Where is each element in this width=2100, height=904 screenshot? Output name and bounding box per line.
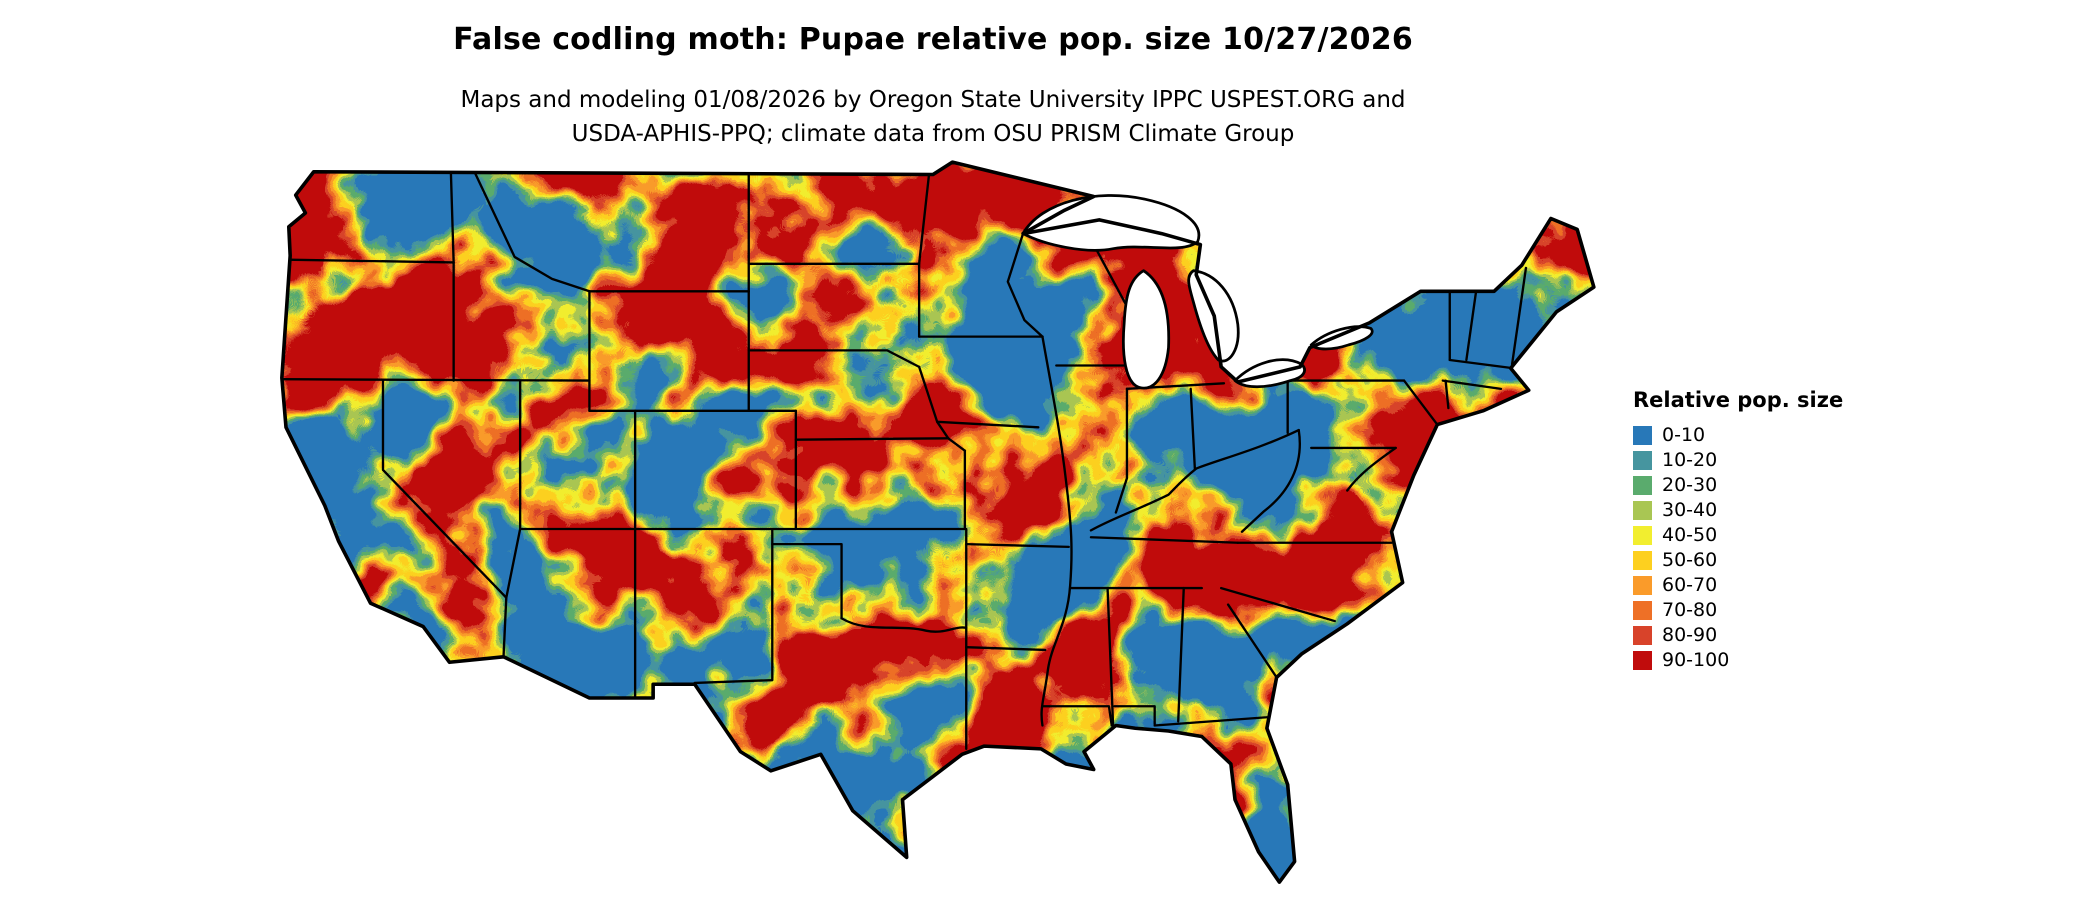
- lake-michigan: [1122, 269, 1171, 390]
- legend-item-label: 10-20: [1662, 449, 1718, 471]
- legend-item-label: 0-10: [1662, 424, 1706, 446]
- legend-swatch-60-70: [1633, 576, 1652, 595]
- legend-item-label: 20-30: [1662, 474, 1718, 496]
- legend-item-label: 90-100: [1662, 649, 1730, 671]
- legend-item: 70-80: [1633, 601, 1843, 620]
- lake-ontario: [1309, 325, 1374, 351]
- legend-item-label: 80-90: [1662, 624, 1718, 646]
- legend-swatch-0-10: [1633, 426, 1652, 445]
- legend-swatch-90-100: [1633, 651, 1652, 670]
- legend-swatch-70-80: [1633, 601, 1652, 620]
- legend-item: 60-70: [1633, 576, 1843, 595]
- legend-item: 80-90: [1633, 626, 1843, 645]
- legend-item: 50-60: [1633, 551, 1843, 570]
- subtitle-line-1: Maps and modeling 01/08/2026 by Oregon S…: [460, 87, 1406, 113]
- subtitle-line-2: USDA-APHIS-PPQ; climate data from OSU PR…: [571, 121, 1295, 147]
- legend-title: Relative pop. size: [1633, 388, 1844, 412]
- legend-swatch-10-20: [1633, 451, 1652, 470]
- legend-item: 10-20: [1633, 451, 1843, 470]
- legend-item: 20-30: [1633, 476, 1843, 495]
- legend-item-label: 50-60: [1662, 549, 1718, 571]
- legend-swatch-50-60: [1633, 551, 1652, 570]
- state-borders: [281, 162, 1528, 751]
- legend-item: 90-100: [1633, 651, 1843, 670]
- legend-item-label: 60-70: [1662, 574, 1718, 596]
- legend-swatch-40-50: [1633, 526, 1652, 545]
- legend-swatch-30-40: [1633, 501, 1652, 520]
- legend-item-label: 40-50: [1662, 524, 1718, 546]
- legend-item-label: 30-40: [1662, 499, 1718, 521]
- legend-item: 40-50: [1633, 526, 1843, 545]
- map-container: [268, 158, 1598, 900]
- legend-item-label: 70-80: [1662, 599, 1718, 621]
- legend-swatch-80-90: [1633, 626, 1652, 645]
- legend-item: 0-10: [1633, 426, 1843, 445]
- legend: Relative pop. size 0-10 10-20 20-30 30-4…: [1633, 388, 1843, 670]
- legend-swatch-20-30: [1633, 476, 1652, 495]
- us-population-heatmap: [280, 160, 1596, 884]
- legend-item: 30-40: [1633, 501, 1843, 520]
- map-header: False codling moth: Pupae relative pop. …: [0, 22, 1866, 151]
- page-title: False codling moth: Pupae relative pop. …: [453, 22, 1413, 57]
- legend-rows: 0-10 10-20 20-30 30-40 40-50 50-60 60-70: [1633, 426, 1843, 670]
